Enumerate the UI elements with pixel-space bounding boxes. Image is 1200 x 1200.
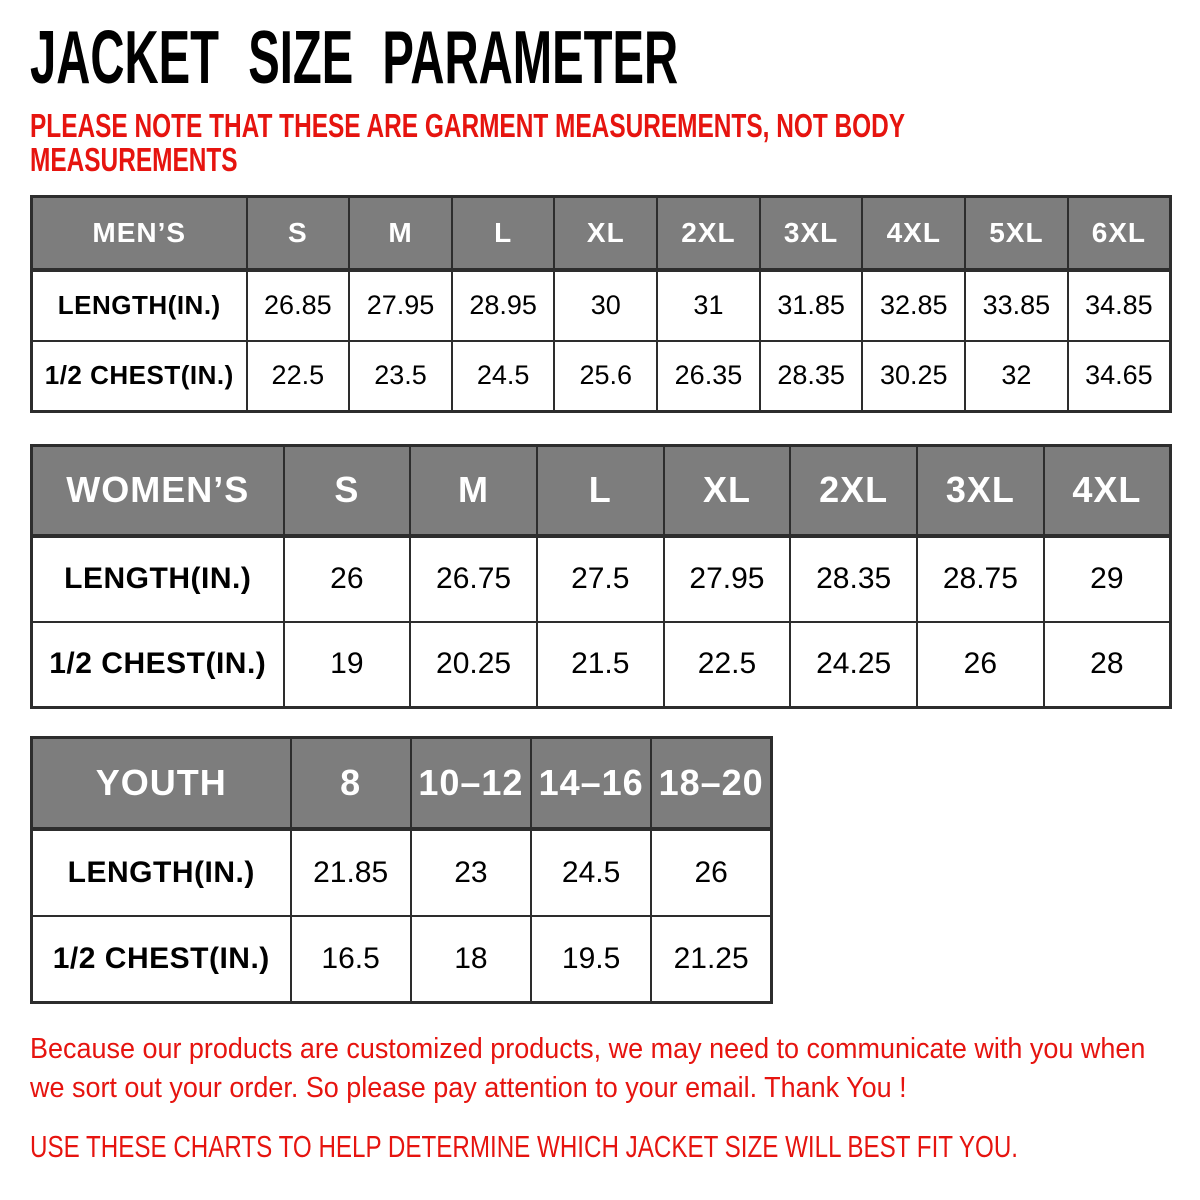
size-header-cell: 6XL	[1066, 195, 1172, 272]
size-value-cell: 18	[409, 914, 533, 1004]
row-label-cell: 1/2 CHEST(IN.)	[30, 914, 292, 1004]
size-header-cell: 3XL	[758, 195, 864, 272]
size-value-cell: 29	[1042, 534, 1172, 623]
row-label-cell: 1/2 CHEST(IN.)	[30, 620, 285, 709]
title-row: JACKET SIZE PARAMETER	[30, 0, 1200, 95]
size-header-cell: 4XL	[1042, 444, 1172, 538]
size-value-cell: 27.5	[535, 534, 665, 623]
size-header-cell: 8	[289, 736, 412, 831]
measurement-note: PLEASE NOTE THAT THESE ARE GARMENT MEASU…	[30, 107, 905, 178]
row-label-cell: LENGTH(IN.)	[30, 268, 248, 342]
size-header-cell: XL	[553, 195, 659, 272]
size-value-cell: 24.25	[789, 620, 919, 709]
size-value-cell: 19.5	[529, 914, 653, 1004]
size-value-cell: 31	[656, 268, 761, 342]
size-header-cell: L	[450, 195, 556, 272]
row-label-cell: 1/2 CHEST(IN.)	[30, 339, 248, 413]
size-value-cell: 21.85	[289, 827, 412, 917]
size-value-cell: 25.6	[553, 339, 659, 413]
size-header-cell: 10–12	[409, 736, 533, 831]
size-header-cell: 5XL	[964, 195, 1069, 272]
womens-size-table: WOMEN’S S M L XL 2XL 3XL 4XL LENGTH(IN.) 26 26.75 2…	[30, 444, 1172, 709]
page: JACKET SIZE PARAMETER PLEASE NOTE THAT T…	[30, 0, 1200, 1164]
size-header-cell: S	[282, 444, 412, 538]
size-value-cell: 24.5	[450, 339, 556, 413]
size-header-cell: 2XL	[656, 195, 761, 272]
size-value-cell: 28.35	[758, 339, 864, 413]
size-value-cell: 26	[282, 534, 412, 623]
size-value-cell: 30	[553, 268, 659, 342]
size-header-cell: L	[535, 444, 665, 538]
mens-size-table: MEN’S S M L XL 2XL 3XL 4XL 5XL 6XL LENGTH(IN.) 26.8…	[30, 195, 1172, 413]
size-value-cell: 27.95	[348, 268, 453, 342]
mens-group-label: MEN’S	[30, 195, 248, 272]
size-value-cell: 21.25	[650, 914, 773, 1004]
size-value-cell: 32.85	[861, 268, 967, 342]
size-value-cell: 20.25	[409, 620, 538, 709]
size-header-cell: 18–20	[650, 736, 773, 831]
size-value-cell: 26	[916, 620, 1045, 709]
size-value-cell: 24.5	[529, 827, 653, 917]
size-value-cell: 23.5	[348, 339, 453, 413]
size-value-cell: 16.5	[289, 914, 412, 1004]
footer-note: Because our products are customized prod…	[30, 1033, 1146, 1104]
footer-instruction: USE THESE CHARTS TO HELP DETERMINE WHICH…	[30, 1129, 1019, 1164]
size-value-cell: 23	[409, 827, 533, 917]
youth-size-table: YOUTH 8 10–12 14–16 18–20 LENGTH(IN.) 21.85 23 2…	[30, 736, 773, 1004]
row-label-cell: LENGTH(IN.)	[30, 827, 292, 917]
size-header-cell: S	[245, 195, 351, 272]
size-value-cell: 28.35	[789, 534, 919, 623]
size-header-cell: M	[409, 444, 538, 538]
size-value-cell: 22.5	[245, 339, 351, 413]
size-value-cell: 27.95	[662, 534, 792, 623]
size-value-cell: 26.35	[656, 339, 761, 413]
size-header-cell: 3XL	[916, 444, 1045, 538]
size-value-cell: 26.85	[245, 268, 351, 342]
size-header-cell: 4XL	[861, 195, 967, 272]
page-title: JACKET SIZE PARAMETER	[30, 15, 679, 99]
size-value-cell: 28	[1042, 620, 1172, 709]
size-value-cell: 33.85	[964, 268, 1069, 342]
size-value-cell: 31.85	[758, 268, 864, 342]
size-value-cell: 34.65	[1066, 339, 1172, 413]
size-value-cell: 32	[964, 339, 1069, 413]
size-header-cell: 2XL	[789, 444, 919, 538]
size-value-cell: 34.85	[1066, 268, 1172, 342]
size-header-cell: M	[348, 195, 453, 272]
youth-group-label: YOUTH	[30, 736, 292, 831]
row-label-cell: LENGTH(IN.)	[30, 534, 285, 623]
size-header-cell: 14–16	[529, 736, 653, 831]
size-value-cell: 21.5	[535, 620, 665, 709]
size-header-cell: XL	[662, 444, 792, 538]
size-value-cell: 26.75	[409, 534, 538, 623]
womens-group-label: WOMEN’S	[30, 444, 285, 538]
size-value-cell: 28.75	[916, 534, 1045, 623]
size-value-cell: 30.25	[861, 339, 967, 413]
size-value-cell: 26	[650, 827, 773, 917]
size-value-cell: 28.95	[450, 268, 556, 342]
size-value-cell: 22.5	[662, 620, 792, 709]
size-value-cell: 19	[282, 620, 412, 709]
